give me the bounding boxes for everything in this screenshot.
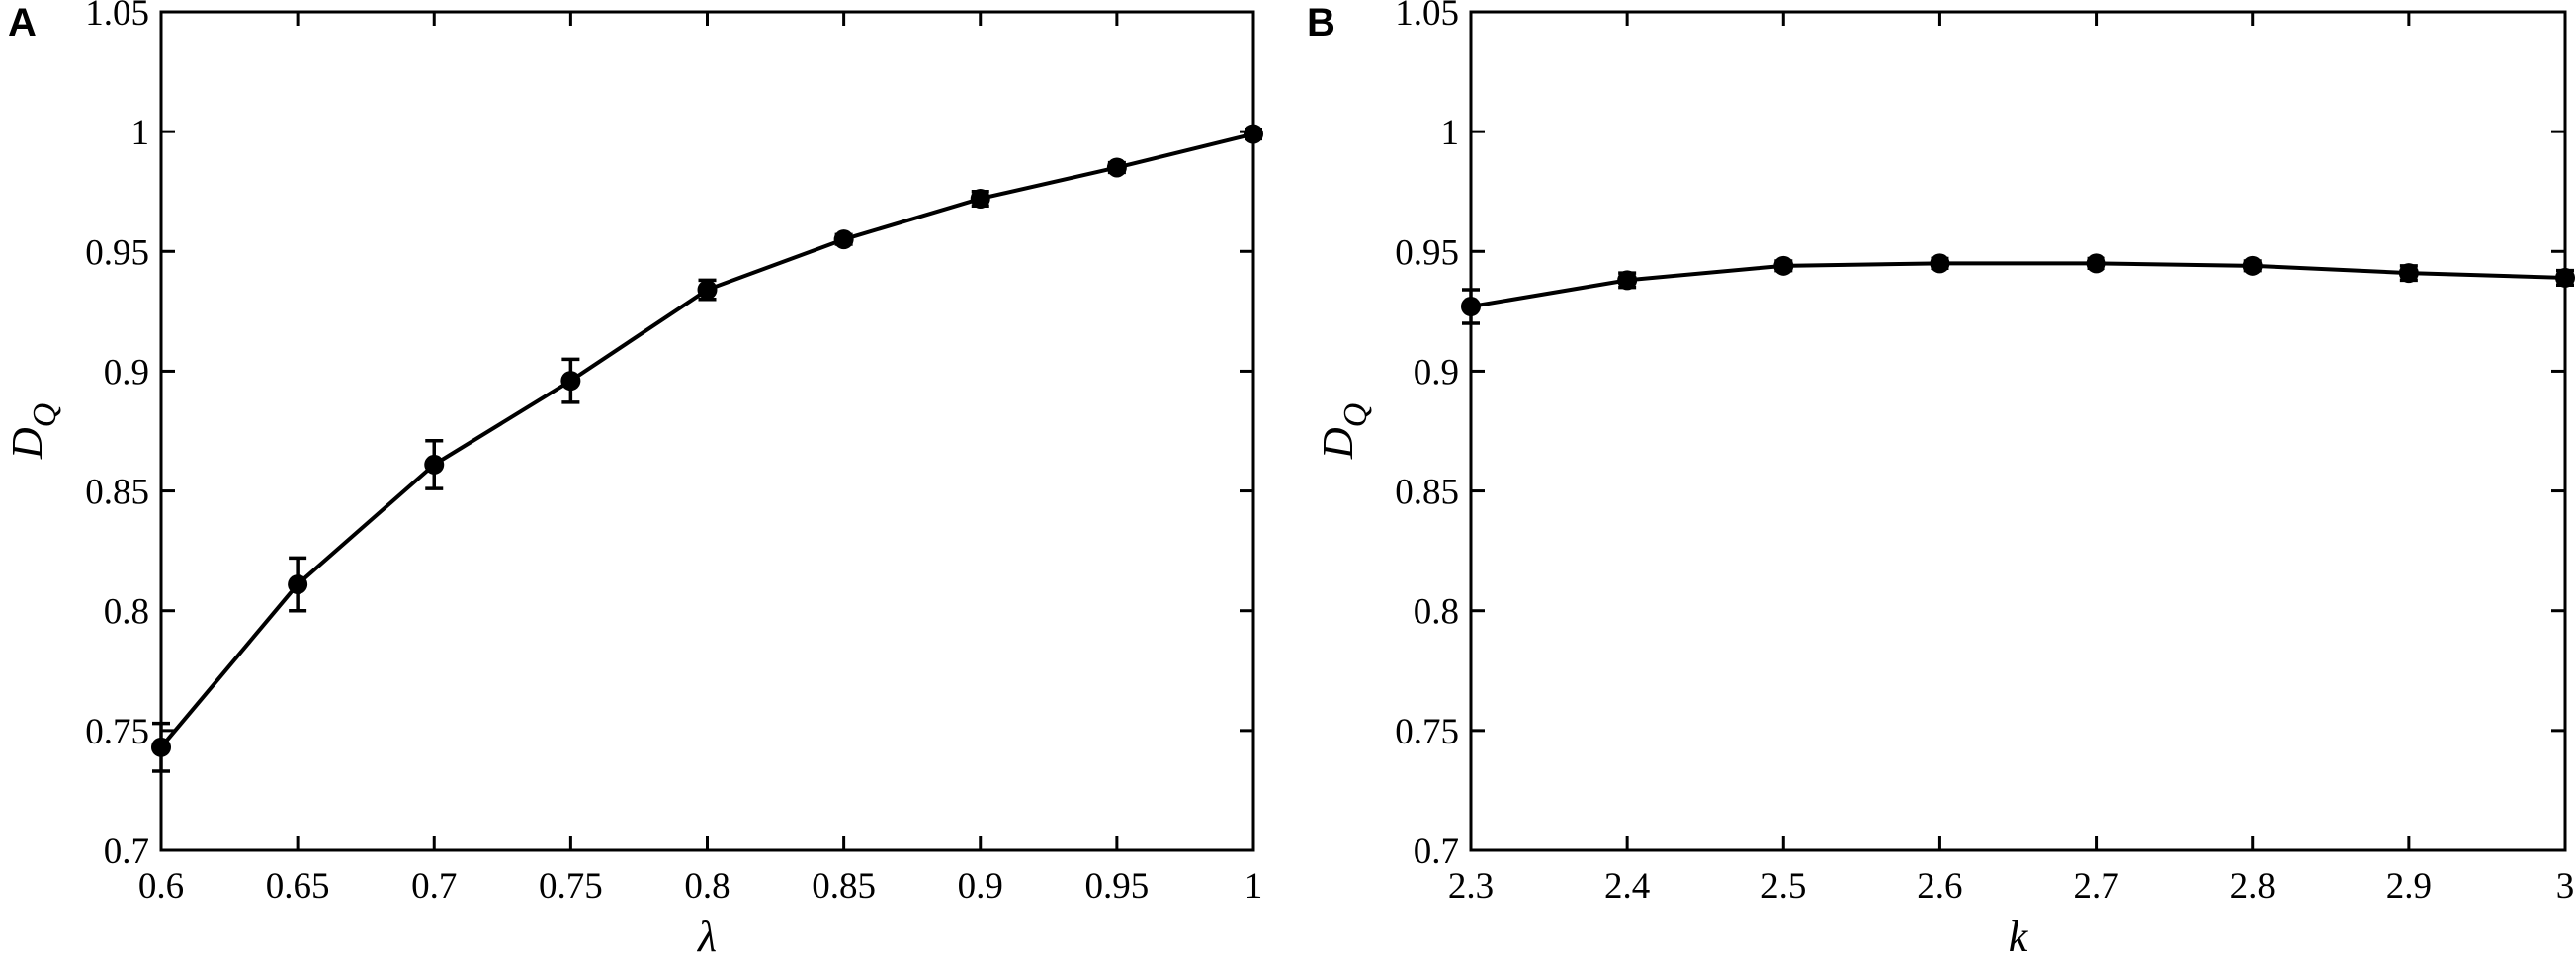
- chart-panel-a: A 0.6 0.65 0.7 0.75 0.8 0.85 0.9 0.95 1 0.7 0.75 0.8…: [3, 0, 1263, 961]
- panel-label: B: [1307, 1, 1335, 44]
- data-point: [151, 737, 171, 757]
- series-line: [1470, 261, 2566, 308]
- data-point: [288, 574, 308, 595]
- y-tick-label: 1: [131, 113, 150, 153]
- data-point: [2242, 255, 2263, 276]
- x-tick-label: 0.95: [1085, 866, 1150, 907]
- x-tick-label: 2.5: [1760, 866, 1806, 907]
- y-tick-label: 0.85: [85, 473, 149, 513]
- x-tick-label: 2.3: [1448, 866, 1494, 907]
- data-point: [970, 188, 990, 209]
- y-tick-label: 0.95: [85, 232, 149, 273]
- y-tick-label: 0.75: [85, 712, 149, 752]
- data-point: [1244, 124, 1263, 144]
- x-tick-label: 2.8: [2230, 866, 2275, 907]
- y-tick-label: 1.05: [1395, 0, 1459, 34]
- x-tick-label: 0.8: [684, 866, 730, 907]
- y-tick-label: 0.8: [1414, 592, 1459, 633]
- x-tick-label: 0.75: [539, 866, 603, 907]
- y-tick-label: 0.75: [1395, 712, 1459, 752]
- data-point: [1106, 157, 1127, 178]
- y-axis-label: DQ: [1314, 403, 1374, 460]
- y-tick-label: 0.9: [1414, 352, 1459, 393]
- panel-label: A: [8, 1, 37, 44]
- data-point: [2398, 263, 2419, 284]
- plot-frame: [1469, 10, 2567, 852]
- data-point: [1773, 255, 1794, 276]
- plot-frame: [159, 10, 1255, 852]
- x-axis-label: λ: [696, 913, 717, 961]
- data-point: [2555, 267, 2575, 288]
- x-tick-label: 0.65: [266, 866, 330, 907]
- data-point: [1930, 253, 1950, 274]
- y-tick-label: 1.05: [85, 0, 149, 34]
- data-point: [1617, 270, 1638, 291]
- x-tick-label: 3: [2556, 866, 2575, 907]
- x-tick-label: 0.6: [138, 866, 184, 907]
- x-tick-label: 2.7: [2073, 866, 2118, 907]
- y-tick-label: 0.85: [1395, 473, 1459, 513]
- y-tick-label: 0.7: [1414, 831, 1459, 872]
- y-tick-label: 0.7: [104, 831, 149, 872]
- data-point: [697, 280, 718, 301]
- y-axis-label: DQ: [3, 403, 63, 460]
- chart-panel-b: B 2.3 2.4 2.5 2.6 2.7 2.8 2.9 3 0.7 0.75 0.8 0.85 0.9…: [1307, 0, 2575, 961]
- data-point: [424, 454, 445, 475]
- data-point: [560, 371, 581, 392]
- series-line: [159, 131, 1254, 749]
- x-tick-label: 2.6: [1917, 866, 1962, 907]
- y-tick-label: 0.95: [1395, 232, 1459, 273]
- x-tick-label: 2.9: [2386, 866, 2432, 907]
- x-tick-label: 0.7: [411, 866, 457, 907]
- x-axis-label: k: [2009, 913, 2029, 961]
- y-tick-label: 0.8: [104, 592, 149, 633]
- x-tick-label: 2.4: [1604, 866, 1650, 907]
- x-tick-label: 0.9: [958, 866, 1003, 907]
- y-tick-label: 1: [1441, 113, 1460, 153]
- data-point: [1461, 297, 1481, 317]
- x-tick-label: 0.85: [812, 866, 876, 907]
- data-point: [833, 229, 854, 250]
- y-tick-label: 0.9: [104, 352, 149, 393]
- data-point: [2086, 253, 2106, 274]
- x-tick-label: 1: [1245, 866, 1263, 907]
